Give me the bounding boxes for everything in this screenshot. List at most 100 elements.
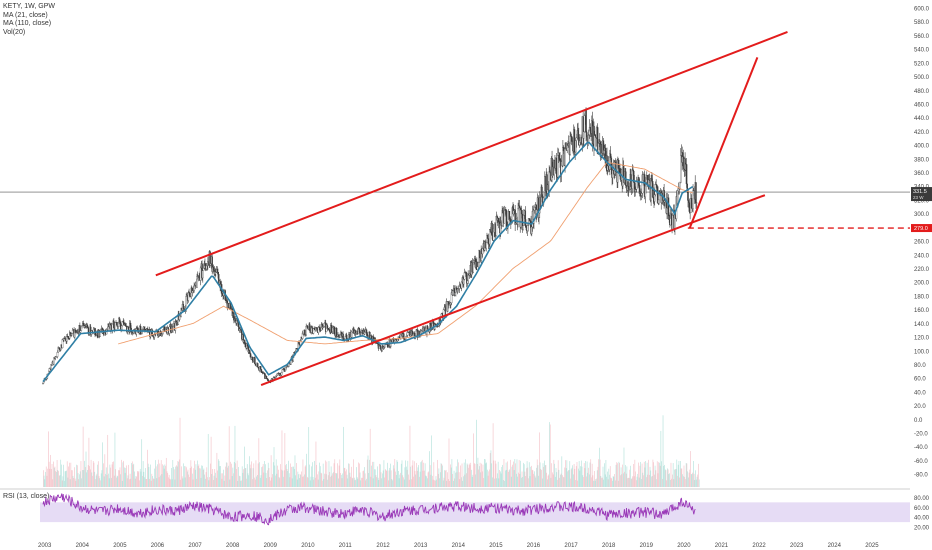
- volume-bar: [525, 476, 526, 487]
- volume-bar: [484, 459, 485, 487]
- volume-bar: [444, 470, 446, 487]
- volume-bar: [314, 460, 315, 487]
- volume-bar: [241, 466, 243, 487]
- candle-body: [339, 334, 341, 338]
- candle-body: [690, 198, 693, 209]
- volume-bar: [68, 466, 70, 487]
- candle-body: [81, 325, 83, 327]
- price-tick-label: 60.0: [914, 377, 926, 383]
- candle-body: [514, 209, 516, 225]
- candle-body: [622, 165, 625, 178]
- volume-bar: [400, 463, 402, 487]
- volume-bar: [591, 477, 592, 487]
- volume-bar: [554, 463, 555, 487]
- candle-body: [467, 274, 469, 282]
- volume-bar: [678, 461, 680, 487]
- volume-bar: [581, 466, 583, 487]
- volume-bar: [227, 467, 229, 487]
- volume-bar: [257, 474, 258, 487]
- volume-bar: [215, 472, 216, 487]
- candle-body: [486, 235, 489, 239]
- volume-bar: [591, 463, 593, 487]
- candle-body: [478, 250, 481, 259]
- candle-body: [335, 328, 338, 337]
- volume-bar: [231, 476, 233, 487]
- volume-bar: [171, 479, 173, 487]
- volume-bar: [640, 461, 641, 487]
- time-tick-label: 2016: [527, 543, 541, 549]
- volume-bar: [439, 472, 441, 487]
- volume-bar: [497, 473, 498, 487]
- candle-body: [238, 328, 241, 331]
- volume-bar: [404, 467, 406, 487]
- volume-bar: [218, 460, 220, 487]
- volume-bar: [266, 478, 268, 487]
- candle-body: [384, 344, 386, 348]
- volume-bar: [204, 478, 206, 487]
- volume-bar: [679, 477, 681, 487]
- volume-bar: [269, 477, 271, 487]
- volume-bar: [63, 464, 64, 487]
- volume-bar: [459, 479, 461, 487]
- volume-bar: [477, 457, 479, 487]
- volume-bar: [660, 430, 662, 487]
- volume-bar: [97, 464, 98, 487]
- volume-bar: [242, 472, 244, 487]
- volume-bar: [646, 477, 647, 487]
- price-tick-label: 220.0: [914, 267, 930, 273]
- volume-bar: [533, 473, 534, 487]
- volume-bar: [544, 465, 546, 487]
- volume-bar: [56, 459, 58, 487]
- volume-bar: [177, 461, 179, 487]
- volume-bar: [178, 461, 179, 487]
- volume-bar: [165, 457, 167, 487]
- volume-bar: [388, 470, 390, 487]
- support-price-value: 279.0: [914, 226, 928, 232]
- candle-body: [119, 321, 122, 327]
- volume-bar: [306, 453, 307, 487]
- volume-bar: [552, 472, 553, 487]
- volume-bar: [562, 475, 563, 487]
- volume-bar: [614, 474, 615, 487]
- volume-bar: [282, 470, 284, 487]
- volume-bar: [387, 480, 389, 487]
- volume-bar: [272, 462, 274, 487]
- volume-bar: [289, 477, 291, 487]
- volume-bar: [109, 464, 111, 487]
- volume-bar: [84, 467, 86, 487]
- volume-bar: [527, 467, 529, 487]
- volume-bar: [643, 475, 644, 487]
- candle-body: [79, 330, 82, 333]
- volume-bar: [590, 459, 592, 487]
- volume-bar: [513, 461, 514, 487]
- candle-body: [189, 293, 191, 297]
- volume-bar: [73, 477, 75, 487]
- volume-bar: [384, 477, 385, 487]
- volume-bar: [256, 476, 258, 487]
- volume-bar: [393, 468, 395, 487]
- volume-bar: [236, 460, 238, 487]
- candle-body: [573, 129, 576, 155]
- candle-body: [654, 184, 657, 195]
- volume-bar: [696, 476, 698, 487]
- volume-bar: [271, 477, 273, 487]
- volume-bar: [560, 474, 561, 487]
- volume-bar: [366, 478, 367, 487]
- candle-body: [351, 331, 353, 338]
- time-tick-label: 2014: [452, 543, 466, 549]
- volume-bar: [168, 474, 170, 487]
- candle-body: [463, 279, 465, 285]
- candle-body: [185, 296, 187, 309]
- volume-bar: [587, 472, 589, 487]
- candle-body: [481, 248, 484, 255]
- candle-body: [210, 263, 212, 266]
- volume-bar: [61, 480, 63, 487]
- volume-bar: [642, 472, 644, 487]
- volume-bar: [260, 475, 262, 487]
- volume-bar: [586, 461, 588, 487]
- volume-bar: [585, 460, 587, 487]
- volume-bar: [612, 480, 613, 487]
- volume-bar: [583, 463, 585, 487]
- candle-body: [485, 242, 487, 249]
- candle-body: [187, 292, 190, 301]
